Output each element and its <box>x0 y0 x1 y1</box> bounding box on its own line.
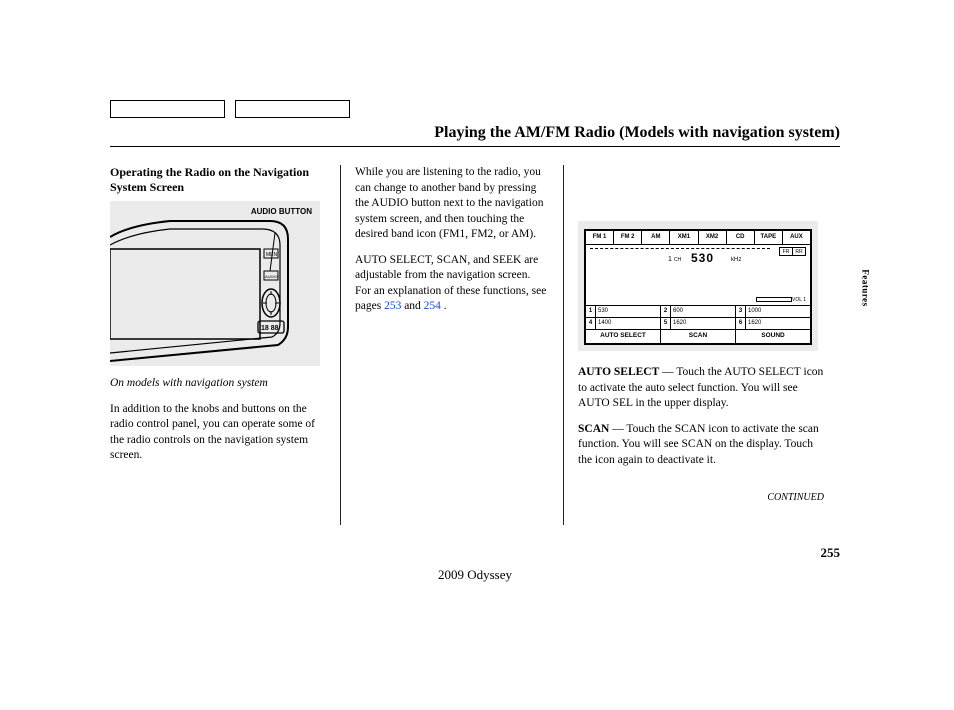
manual-page: Playing the AM/FM Radio (Models with nav… <box>110 100 840 583</box>
volume-bar <box>756 297 792 302</box>
scan-heading: SCAN <box>578 423 609 435</box>
col2-tail: . <box>441 300 447 312</box>
preset-6-val: 1620 <box>746 318 810 329</box>
band-fm2: FM 2 <box>614 231 642 244</box>
column-3: FM 1 FM 2 AM XM1 XM2 CD TAPE AUX FR RR <box>564 165 824 525</box>
col2-p1: While you are listening to the radio, yo… <box>355 165 549 243</box>
band-aux: AUX <box>783 231 810 244</box>
continued-label: CONTINUED <box>578 492 824 503</box>
auto-select-paragraph: AUTO SELECT — Touch the AUTO SELECT icon… <box>578 365 824 412</box>
figure-dashboard-illustration: AUDIO BUTTON MEN AUDIO 18 88 <box>110 201 320 366</box>
frequency-unit: kHz <box>731 257 741 263</box>
bottom-button-row: AUTO SELECT SCAN SOUND <box>586 330 810 343</box>
scan-body: — Touch the SCAN icon to activate the sc… <box>578 423 819 466</box>
svg-text:AUDIO: AUDIO <box>265 274 278 279</box>
nav-screen-frame: FM 1 FM 2 AM XM1 XM2 CD TAPE AUX FR RR <box>584 229 812 345</box>
preset-4-num: 4 <box>586 318 596 329</box>
scan-paragraph: SCAN — Touch the SCAN icon to activate t… <box>578 422 824 469</box>
dashboard-svg: MEN AUDIO 18 88 <box>110 219 320 364</box>
header-box-1 <box>110 100 225 118</box>
col2-mid: and <box>401 300 423 312</box>
volume-label: VOL 1 <box>792 297 806 303</box>
model-note: On models with navigation system <box>110 376 326 392</box>
btn-auto-select: AUTO SELECT <box>586 330 661 343</box>
preset-row-2: 41400 51620 61620 <box>586 318 810 330</box>
figure-label-audio-button: AUDIO BUTTON <box>251 207 312 216</box>
preset-rows: 1530 2600 31000 41400 51620 61620 <box>586 306 810 330</box>
auto-select-heading: AUTO SELECT <box>578 366 659 378</box>
header-placeholder-boxes <box>110 100 840 118</box>
column-2: While you are listening to the radio, yo… <box>340 165 564 525</box>
btn-sound: SOUND <box>736 330 810 343</box>
header-box-2 <box>235 100 350 118</box>
preset-1-val: 530 <box>596 306 661 317</box>
page-link-253[interactable]: 253 <box>384 300 401 312</box>
preset-5-val: 1620 <box>671 318 736 329</box>
frequency-display: FR RR 1 CH 530 kHz VOL 1 <box>586 245 810 306</box>
fr-btn: FR <box>779 247 793 256</box>
content-columns: Operating the Radio on the Navigation Sy… <box>110 165 840 525</box>
rr-btn: RR <box>792 247 806 256</box>
band-fm1: FM 1 <box>586 231 614 244</box>
preset-5-num: 5 <box>661 318 671 329</box>
band-xm1: XM1 <box>670 231 698 244</box>
band-cd: CD <box>727 231 755 244</box>
page-number: 255 <box>110 545 840 561</box>
preset-row-1: 1530 2600 31000 <box>586 306 810 318</box>
fr-rr-buttons: FR RR <box>780 247 806 256</box>
preset-6-num: 6 <box>736 318 746 329</box>
preset-2-val: 600 <box>671 306 736 317</box>
col1-paragraph: In addition to the knobs and buttons on … <box>110 402 326 464</box>
svg-text:18 88: 18 88 <box>261 325 279 332</box>
figure-nav-screen: FM 1 FM 2 AM XM1 XM2 CD TAPE AUX FR RR <box>578 221 818 351</box>
page-link-254[interactable]: 254 <box>424 300 441 312</box>
preset-3-val: 1000 <box>746 306 810 317</box>
preset-4-val: 1400 <box>596 318 661 329</box>
column-1: Operating the Radio on the Navigation Sy… <box>110 165 340 525</box>
band-row: FM 1 FM 2 AM XM1 XM2 CD TAPE AUX <box>586 231 810 245</box>
frequency-value: 530 <box>691 251 714 265</box>
band-am: AM <box>642 231 670 244</box>
channel-num: 1 CH <box>668 256 681 263</box>
preset-2-num: 2 <box>661 306 671 317</box>
page-title: Playing the AM/FM Radio (Models with nav… <box>110 124 840 147</box>
preset-1-num: 1 <box>586 306 596 317</box>
preset-3-num: 3 <box>736 306 746 317</box>
footer-model-year: 2009 Odyssey <box>110 567 840 583</box>
dash-line <box>590 248 770 249</box>
btn-scan: SCAN <box>661 330 736 343</box>
col2-p2: AUTO SELECT, SCAN, and SEEK are adjustab… <box>355 253 549 315</box>
band-tape: TAPE <box>755 231 783 244</box>
band-xm2: XM2 <box>699 231 727 244</box>
side-tab-features: Features <box>858 258 874 318</box>
section-heading: Operating the Radio on the Navigation Sy… <box>110 165 326 195</box>
